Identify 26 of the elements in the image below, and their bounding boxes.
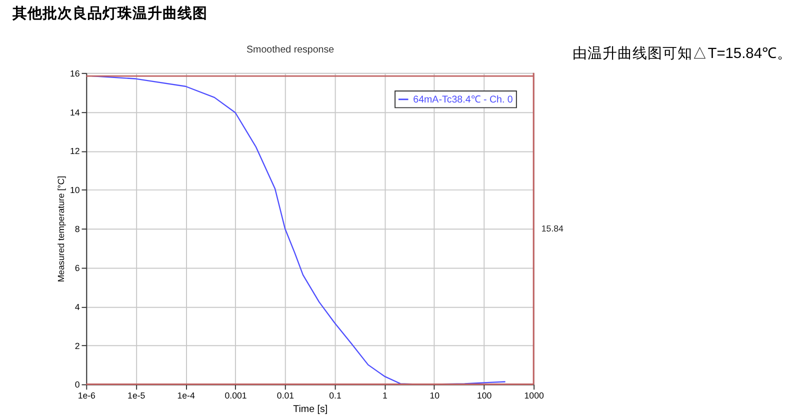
- y-tick-label: 8: [74, 224, 80, 234]
- y-tick-label: 4: [74, 302, 80, 312]
- y-axis-title: Measured temperature [°C]: [56, 176, 66, 282]
- x-tick-label: 1000: [524, 390, 544, 400]
- y-tick-label: 14: [70, 107, 80, 118]
- x-axis-title: Time [s]: [293, 404, 328, 415]
- x-tick-label: 0.001: [224, 390, 247, 400]
- annotation: 15.84: [541, 224, 564, 234]
- y-tick-label: 0: [74, 380, 80, 390]
- y-tick-label: 16: [70, 68, 80, 78]
- x-tick-label: 1e-5: [128, 390, 146, 400]
- x-tick-label: 1: [382, 390, 388, 400]
- x-tick-label: 0.1: [329, 390, 342, 400]
- x-tick-label: 10: [430, 390, 440, 400]
- y-tick-label: 2: [74, 340, 80, 351]
- text: 由温升曲线图可知△T=15.84℃。: [572, 45, 792, 62]
- legend-label: 64mA-Tc38.4℃ - Ch. 0: [413, 94, 514, 106]
- x-tick-label: 100: [477, 390, 492, 400]
- x-tick-label: 0.01: [276, 390, 294, 400]
- y-tick-label: 10: [70, 185, 80, 196]
- y-tick-label: 6: [74, 262, 80, 273]
- x-tick-label: 1e-6: [78, 390, 96, 400]
- chart-subtitle: Smoothed response: [246, 44, 334, 56]
- chart-title: 其他批次良品灯珠温升曲线图: [12, 4, 208, 22]
- x-tick-label: 1e-4: [177, 390, 195, 400]
- y-tick-label: 12: [70, 146, 80, 156]
